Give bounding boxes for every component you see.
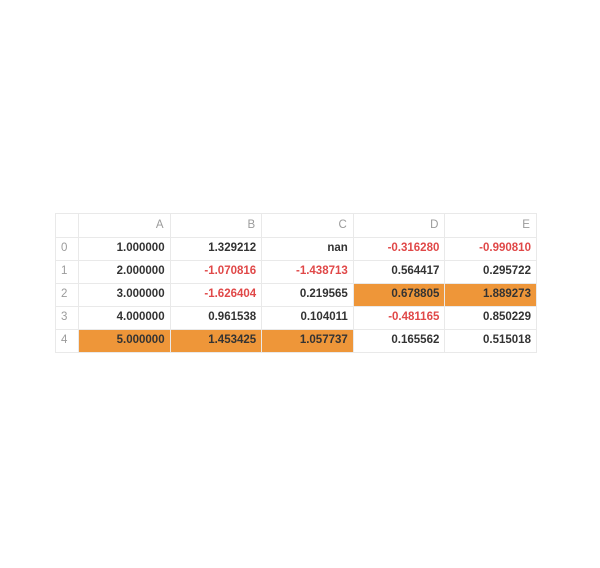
column-header-D: D (352, 213, 446, 238)
cell-r1-A: 2.000000 (78, 260, 171, 284)
cell-r3-E: 0.850229 (444, 306, 537, 330)
cell-r3-B: 0.961538 (169, 306, 263, 330)
row-label-3: 3 (55, 306, 79, 330)
cell-r4-A: 5.000000 (78, 329, 171, 353)
dataframe-output: A B C D E 0 1.000000 1.329212 nan -0.316… (55, 213, 537, 353)
row-label-1: 1 (55, 260, 79, 284)
cell-r3-D: -0.481165 (352, 306, 446, 330)
cell-r1-D: 0.564417 (352, 260, 446, 284)
cell-r1-E: 0.295722 (444, 260, 537, 284)
cell-r0-D: -0.316280 (352, 237, 446, 261)
column-header-A: A (78, 213, 171, 238)
header-row: A B C D E (55, 213, 537, 238)
cell-r1-C: -1.438713 (261, 260, 354, 284)
table-row: 0 1.000000 1.329212 nan -0.316280 -0.990… (55, 237, 537, 261)
dataframe-table: A B C D E 0 1.000000 1.329212 nan -0.316… (55, 213, 537, 353)
cell-r1-B: -1.070816 (169, 260, 263, 284)
cell-r0-C: nan (261, 237, 354, 261)
cell-r0-A: 1.000000 (78, 237, 171, 261)
cell-r2-C: 0.219565 (261, 283, 354, 307)
table-row: 2 3.000000 -1.626404 0.219565 0.678805 1… (55, 283, 537, 307)
cell-r2-A: 3.000000 (78, 283, 171, 307)
cell-r4-D: 0.165562 (352, 329, 446, 353)
cell-r2-E: 1.889273 (444, 283, 537, 307)
table-row: 3 4.000000 0.961538 0.104011 -0.481165 0… (55, 306, 537, 330)
column-header-E: E (444, 213, 537, 238)
row-label-4: 4 (55, 329, 79, 353)
column-header-C: C (261, 213, 354, 238)
table-row: 4 5.000000 1.453425 1.057737 0.165562 0.… (55, 329, 537, 353)
table-row: 1 2.000000 -1.070816 -1.438713 0.564417 … (55, 260, 537, 284)
cell-r4-C: 1.057737 (261, 329, 354, 353)
cell-r3-C: 0.104011 (261, 306, 354, 330)
cell-r3-A: 4.000000 (78, 306, 171, 330)
cell-r2-B: -1.626404 (169, 283, 263, 307)
row-label-0: 0 (55, 237, 79, 261)
cell-r0-B: 1.329212 (169, 237, 263, 261)
cell-r4-B: 1.453425 (169, 329, 263, 353)
cell-r4-E: 0.515018 (444, 329, 537, 353)
cell-r2-D: 0.678805 (352, 283, 446, 307)
column-header-B: B (169, 213, 263, 238)
row-label-2: 2 (55, 283, 79, 307)
corner-cell (55, 213, 79, 238)
cell-r0-E: -0.990810 (444, 237, 537, 261)
